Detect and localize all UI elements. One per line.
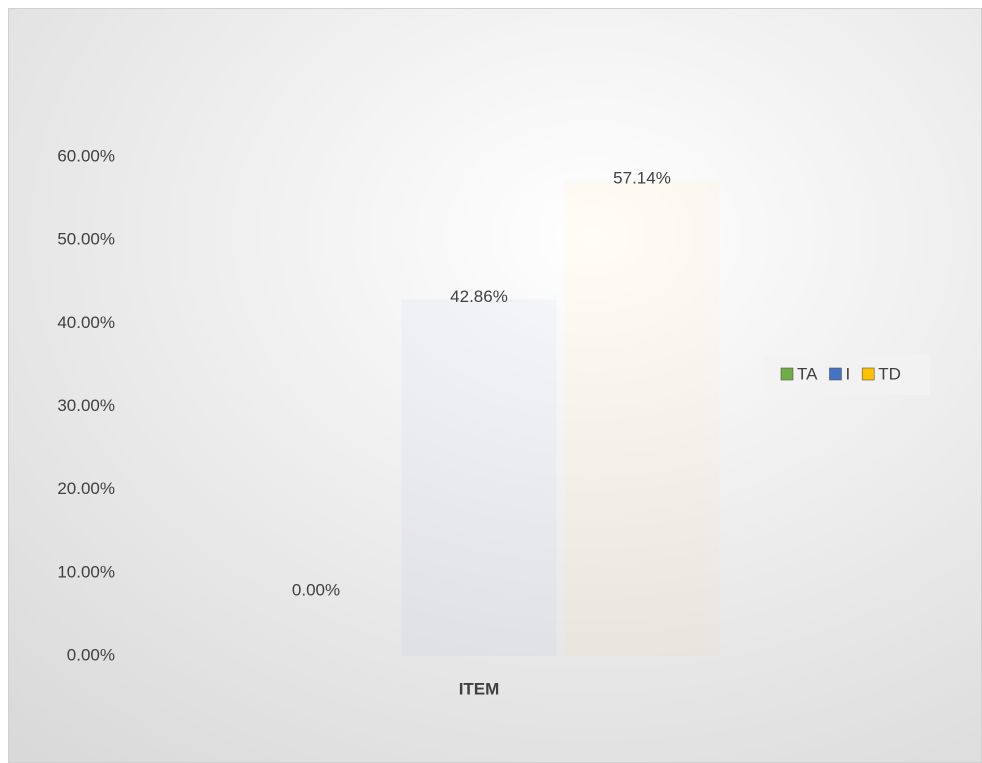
y-tick-label: 50.00% bbox=[57, 230, 115, 249]
data-label: 42.86% bbox=[450, 287, 508, 306]
y-tick-label: 20.00% bbox=[57, 479, 115, 498]
data-label: 57.14% bbox=[613, 168, 671, 187]
y-tick-label: 10.00% bbox=[57, 562, 115, 581]
x-axis-title: ITEM bbox=[459, 679, 500, 698]
legend-label: TD bbox=[878, 364, 901, 383]
legend: TA I TD bbox=[765, 355, 930, 395]
y-tick-label: 0.00% bbox=[67, 645, 115, 664]
legend-swatch bbox=[829, 367, 842, 381]
y-tick-label: 40.00% bbox=[57, 313, 115, 332]
y-tick-label: 60.00% bbox=[57, 146, 115, 165]
y-tick-label: 30.00% bbox=[57, 396, 115, 415]
legend-swatch bbox=[861, 367, 875, 381]
legend-label: I bbox=[845, 364, 850, 383]
bar bbox=[564, 180, 720, 657]
data-label: 0.00% bbox=[292, 580, 340, 599]
legend-swatch bbox=[780, 367, 794, 381]
bar bbox=[401, 299, 557, 656]
legend-label: TA bbox=[797, 364, 818, 383]
